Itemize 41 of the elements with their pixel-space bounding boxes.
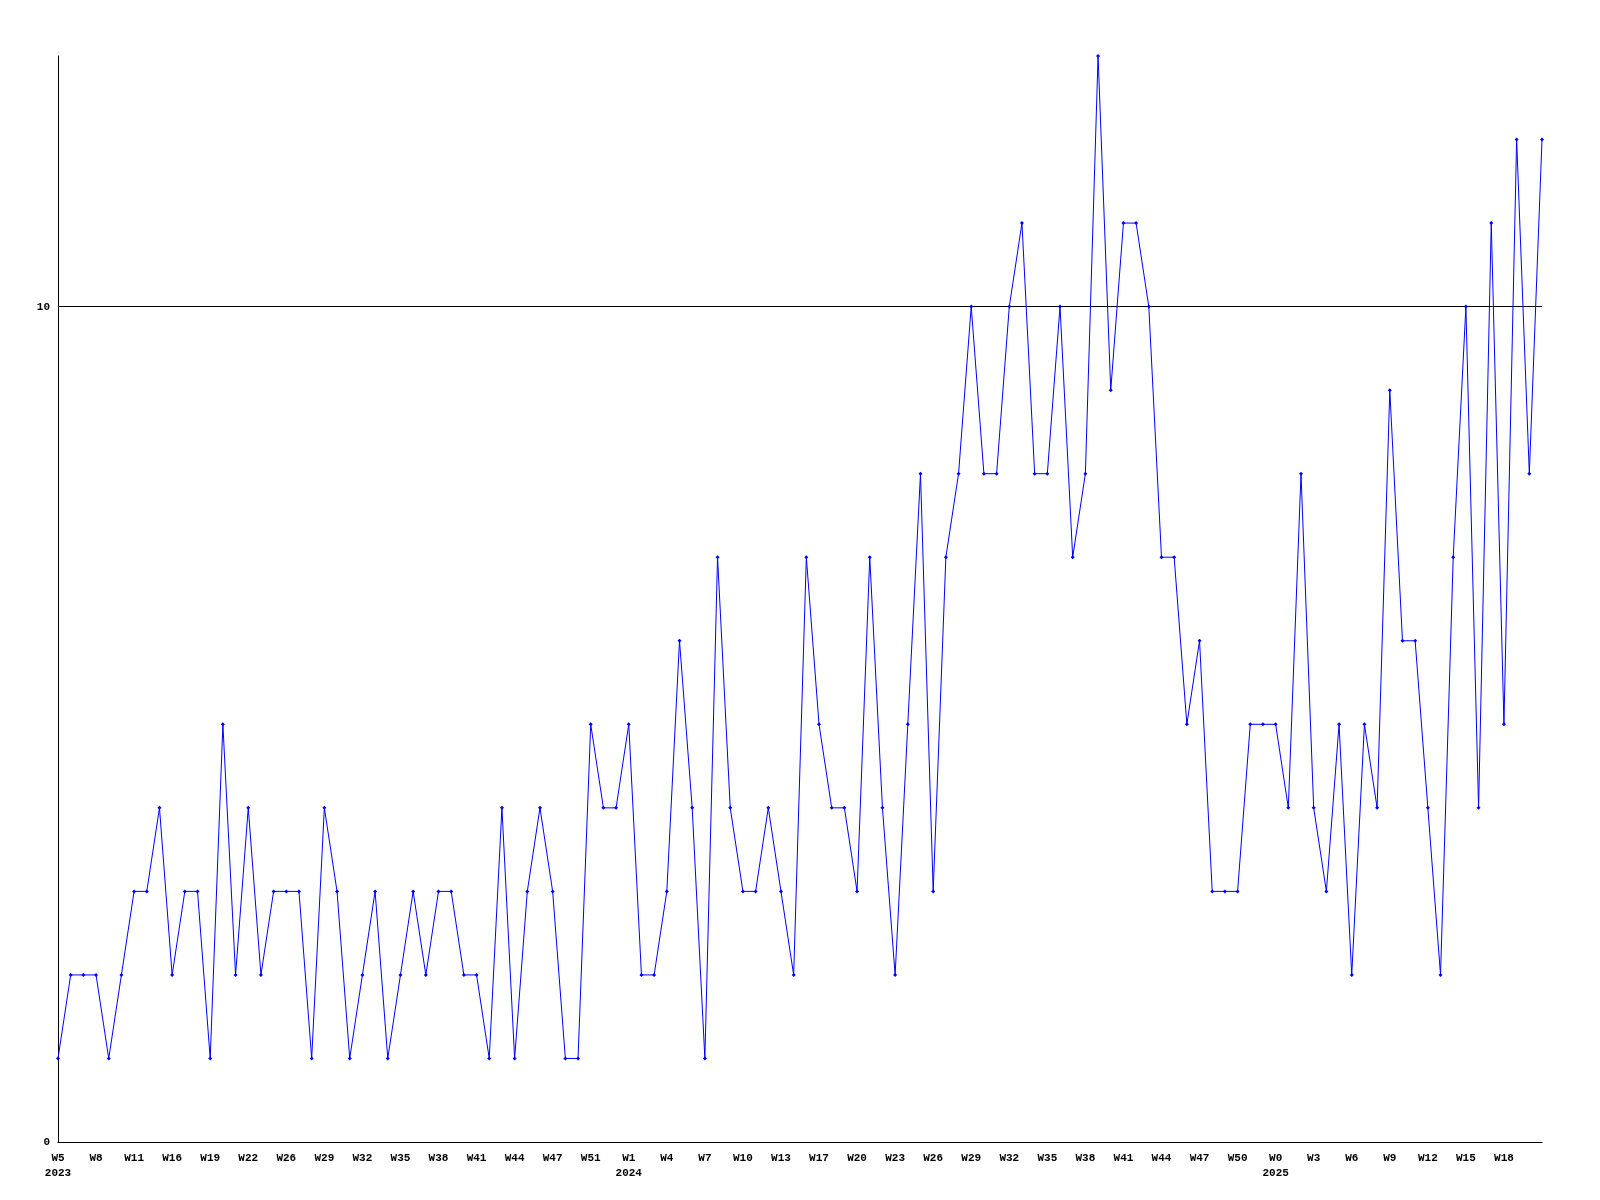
x-tick-label: W23 (885, 1151, 906, 1164)
x-tick-label: W44 (504, 1151, 525, 1164)
x-tick-label: W13 (771, 1151, 792, 1164)
x-tick-label: W19 (200, 1151, 221, 1164)
x-tick-label: W38 (428, 1151, 449, 1164)
x-tick-label: W51 (580, 1151, 602, 1164)
x-tick-label: W18 (1494, 1151, 1515, 1164)
x-tick-label: W9 (1383, 1151, 1397, 1164)
x-tick-label: W29 (961, 1151, 982, 1164)
x-tick-label: W20 (847, 1151, 867, 1164)
x-tick-label: W50 (1227, 1151, 1248, 1164)
x-tick-label: W29 (314, 1151, 335, 1164)
x-tick-label: W32 (999, 1151, 1020, 1164)
x-tick-label: W35 (1037, 1151, 1058, 1164)
x-tick-label: W38 (1075, 1151, 1096, 1164)
x-tick-label: W26 (923, 1151, 944, 1164)
x-tick-label: W44 (1151, 1151, 1172, 1164)
x-tick-label: W6 (1345, 1151, 1359, 1164)
x-tick-label: W4 (660, 1151, 674, 1164)
x-tick-label: W0 2025 (1262, 1151, 1290, 1179)
x-tick-label: W16 (162, 1151, 183, 1164)
x-tick-label: W8 (89, 1151, 104, 1164)
x-tick-label: W11 (124, 1151, 145, 1164)
x-tick-label: W26 (276, 1151, 297, 1164)
x-tick-label: W17 (809, 1151, 829, 1164)
x-tick-label: W3 (1307, 1151, 1321, 1164)
x-tick-label: W15 (1455, 1151, 1477, 1164)
y-tick-label: 0 (43, 1136, 50, 1148)
x-tick-label: W47 (542, 1151, 563, 1164)
x-tick-label: W32 (352, 1151, 373, 1164)
x-tick-label: W7 (698, 1151, 712, 1164)
x-tick-label: W41 (1113, 1151, 1134, 1164)
x-tick-label: W22 (238, 1151, 259, 1164)
x-tick-label: W35 (390, 1151, 411, 1164)
x-tick-label: W1 2024 (615, 1151, 643, 1179)
x-tick-label: W5 2023 (44, 1151, 72, 1179)
x-tick-label: W47 (1189, 1151, 1210, 1164)
x-tick-label: W10 (733, 1151, 753, 1164)
x-tick-label: W41 (466, 1151, 487, 1164)
x-tick-label: W12 (1417, 1151, 1438, 1164)
y-tick-label: 10 (36, 300, 50, 313)
